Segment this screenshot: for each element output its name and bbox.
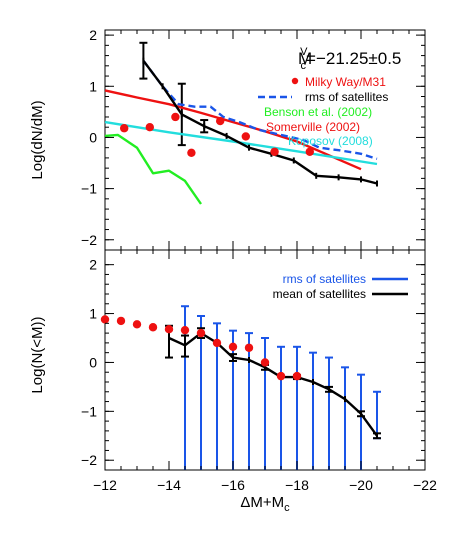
top-y-tick-label: −2 (81, 232, 97, 248)
top-point-milky-way-m31 (241, 132, 250, 141)
legend-label-rms-bottom: rms of satellites (283, 272, 366, 286)
bottom-point-milky-way-m31 (212, 338, 222, 348)
top-series-somerville-2002 (104, 89, 362, 171)
top-point-milky-way-m31 (171, 112, 180, 122)
top-series-mean-of-satellites (142, 59, 378, 185)
top-y-tick-label: 2 (89, 27, 97, 43)
top-y-ticks: 2 1 0 −1 −2 (81, 27, 425, 248)
bottom-x-ticks (104, 250, 426, 470)
legend-label-rms: rms of satellites (305, 90, 388, 104)
bottom-panel: 2 1 0 −1 −2 Log(N(<M)) rms of satellites mea… (29, 249, 426, 471)
bottom-point-milky-way-m31 (180, 325, 190, 335)
x-tick-label: −20 (349, 477, 373, 493)
bottom-point-milky-way-m31 (164, 325, 174, 334)
top-y-axis-label: Log(dN/dM) (29, 100, 46, 179)
bottom-point-milky-way-m31 (292, 371, 302, 381)
bottom-y-tick-label: −2 (81, 452, 97, 468)
legend-label-milky-way: Milky Way/M31 (305, 75, 386, 89)
bottom-y-tick-label: 2 (89, 257, 97, 273)
top-point-milky-way-m31 (145, 123, 154, 132)
bottom-point-milky-way-m31 (228, 342, 238, 351)
bottom-y-ticks: 2 1 0 −1 −2 (81, 257, 425, 468)
bottom-point-milky-way-m31 (116, 316, 126, 326)
bottom-point-milky-way-m31 (276, 371, 286, 381)
bottom-point-milky-way-m31 (148, 323, 158, 332)
top-x-ticks (104, 30, 426, 250)
bottom-point-milky-way-m31 (260, 358, 270, 367)
magnitude-annotation: MV c=−21.25±0.5 (298, 46, 401, 72)
bottom-y-axis-label: Log(N(<M)) (29, 316, 46, 393)
top-y-tick-label: 1 (89, 78, 97, 94)
bottom-y-tick-label: −1 (81, 403, 97, 419)
bottom-point-milky-way-m31 (244, 343, 254, 352)
top-y-tick-label: 0 (89, 129, 97, 145)
legend-swatch-milky-way (291, 77, 299, 85)
bottom-point-milky-way-m31 (100, 315, 110, 324)
top-point-milky-way-m31 (270, 147, 279, 156)
top-point-milky-way-m31 (120, 124, 129, 133)
x-tick-label: −12 (93, 477, 117, 493)
legend-label-somerville: Somerville (2002) (266, 120, 360, 134)
bottom-point-milky-way-m31 (132, 320, 142, 329)
legend-label-mean-bottom: mean of satellites (273, 287, 366, 301)
top-series-rms-of-satellites (142, 59, 378, 161)
bottom-y-tick-label: 1 (89, 306, 97, 322)
top-plot-area (104, 41, 378, 205)
x-axis-label: ΔM+Mc (240, 494, 290, 514)
top-point-milky-way-m31 (187, 148, 196, 157)
top-series-benson-et-al-2002 (104, 133, 202, 205)
x-tick-label: −16 (221, 477, 245, 493)
legend-label-koposov: Koposov (2008) (288, 134, 373, 148)
x-tick-labels: −12 −14 −16 −18 −20 −22 (93, 477, 437, 493)
top-panel: 2 1 0 −1 −2 Log(dN/dM) MV c=−21.25±0.5 Milky … (29, 27, 426, 251)
bottom-y-tick-label: 0 (89, 354, 97, 370)
x-tick-label: −14 (157, 477, 181, 493)
x-tick-label: −22 (413, 477, 437, 493)
bottom-plot-area (100, 305, 381, 470)
top-point-milky-way-m31 (216, 116, 225, 126)
legend-label-benson: Benson et al. (2002) (264, 105, 372, 119)
top-legend: Milky Way/M31 rms of satellites Benson e… (258, 75, 388, 148)
top-point-milky-way-m31 (305, 147, 314, 156)
bottom-legend: rms of satellites mean of satellites (273, 272, 408, 301)
bottom-point-milky-way-m31 (196, 328, 206, 338)
top-y-tick-label: −1 (81, 181, 97, 197)
x-tick-label: −18 (285, 477, 309, 493)
